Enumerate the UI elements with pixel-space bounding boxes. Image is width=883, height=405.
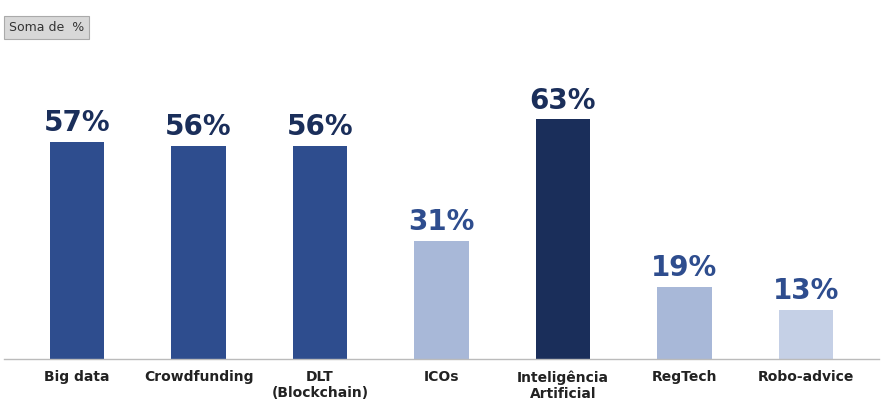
Bar (49, 142, 104, 359)
Text: 19%: 19% (652, 254, 718, 282)
Bar (657, 287, 712, 359)
Bar (779, 309, 834, 359)
Text: 63%: 63% (530, 87, 596, 115)
Text: 56%: 56% (165, 113, 232, 141)
Text: 57%: 57% (44, 109, 110, 137)
Bar (292, 146, 347, 359)
Text: 56%: 56% (287, 113, 353, 141)
Bar (536, 119, 591, 359)
Text: 31%: 31% (408, 209, 475, 237)
Text: 13%: 13% (773, 277, 839, 305)
Bar (171, 146, 226, 359)
Bar (414, 241, 469, 359)
